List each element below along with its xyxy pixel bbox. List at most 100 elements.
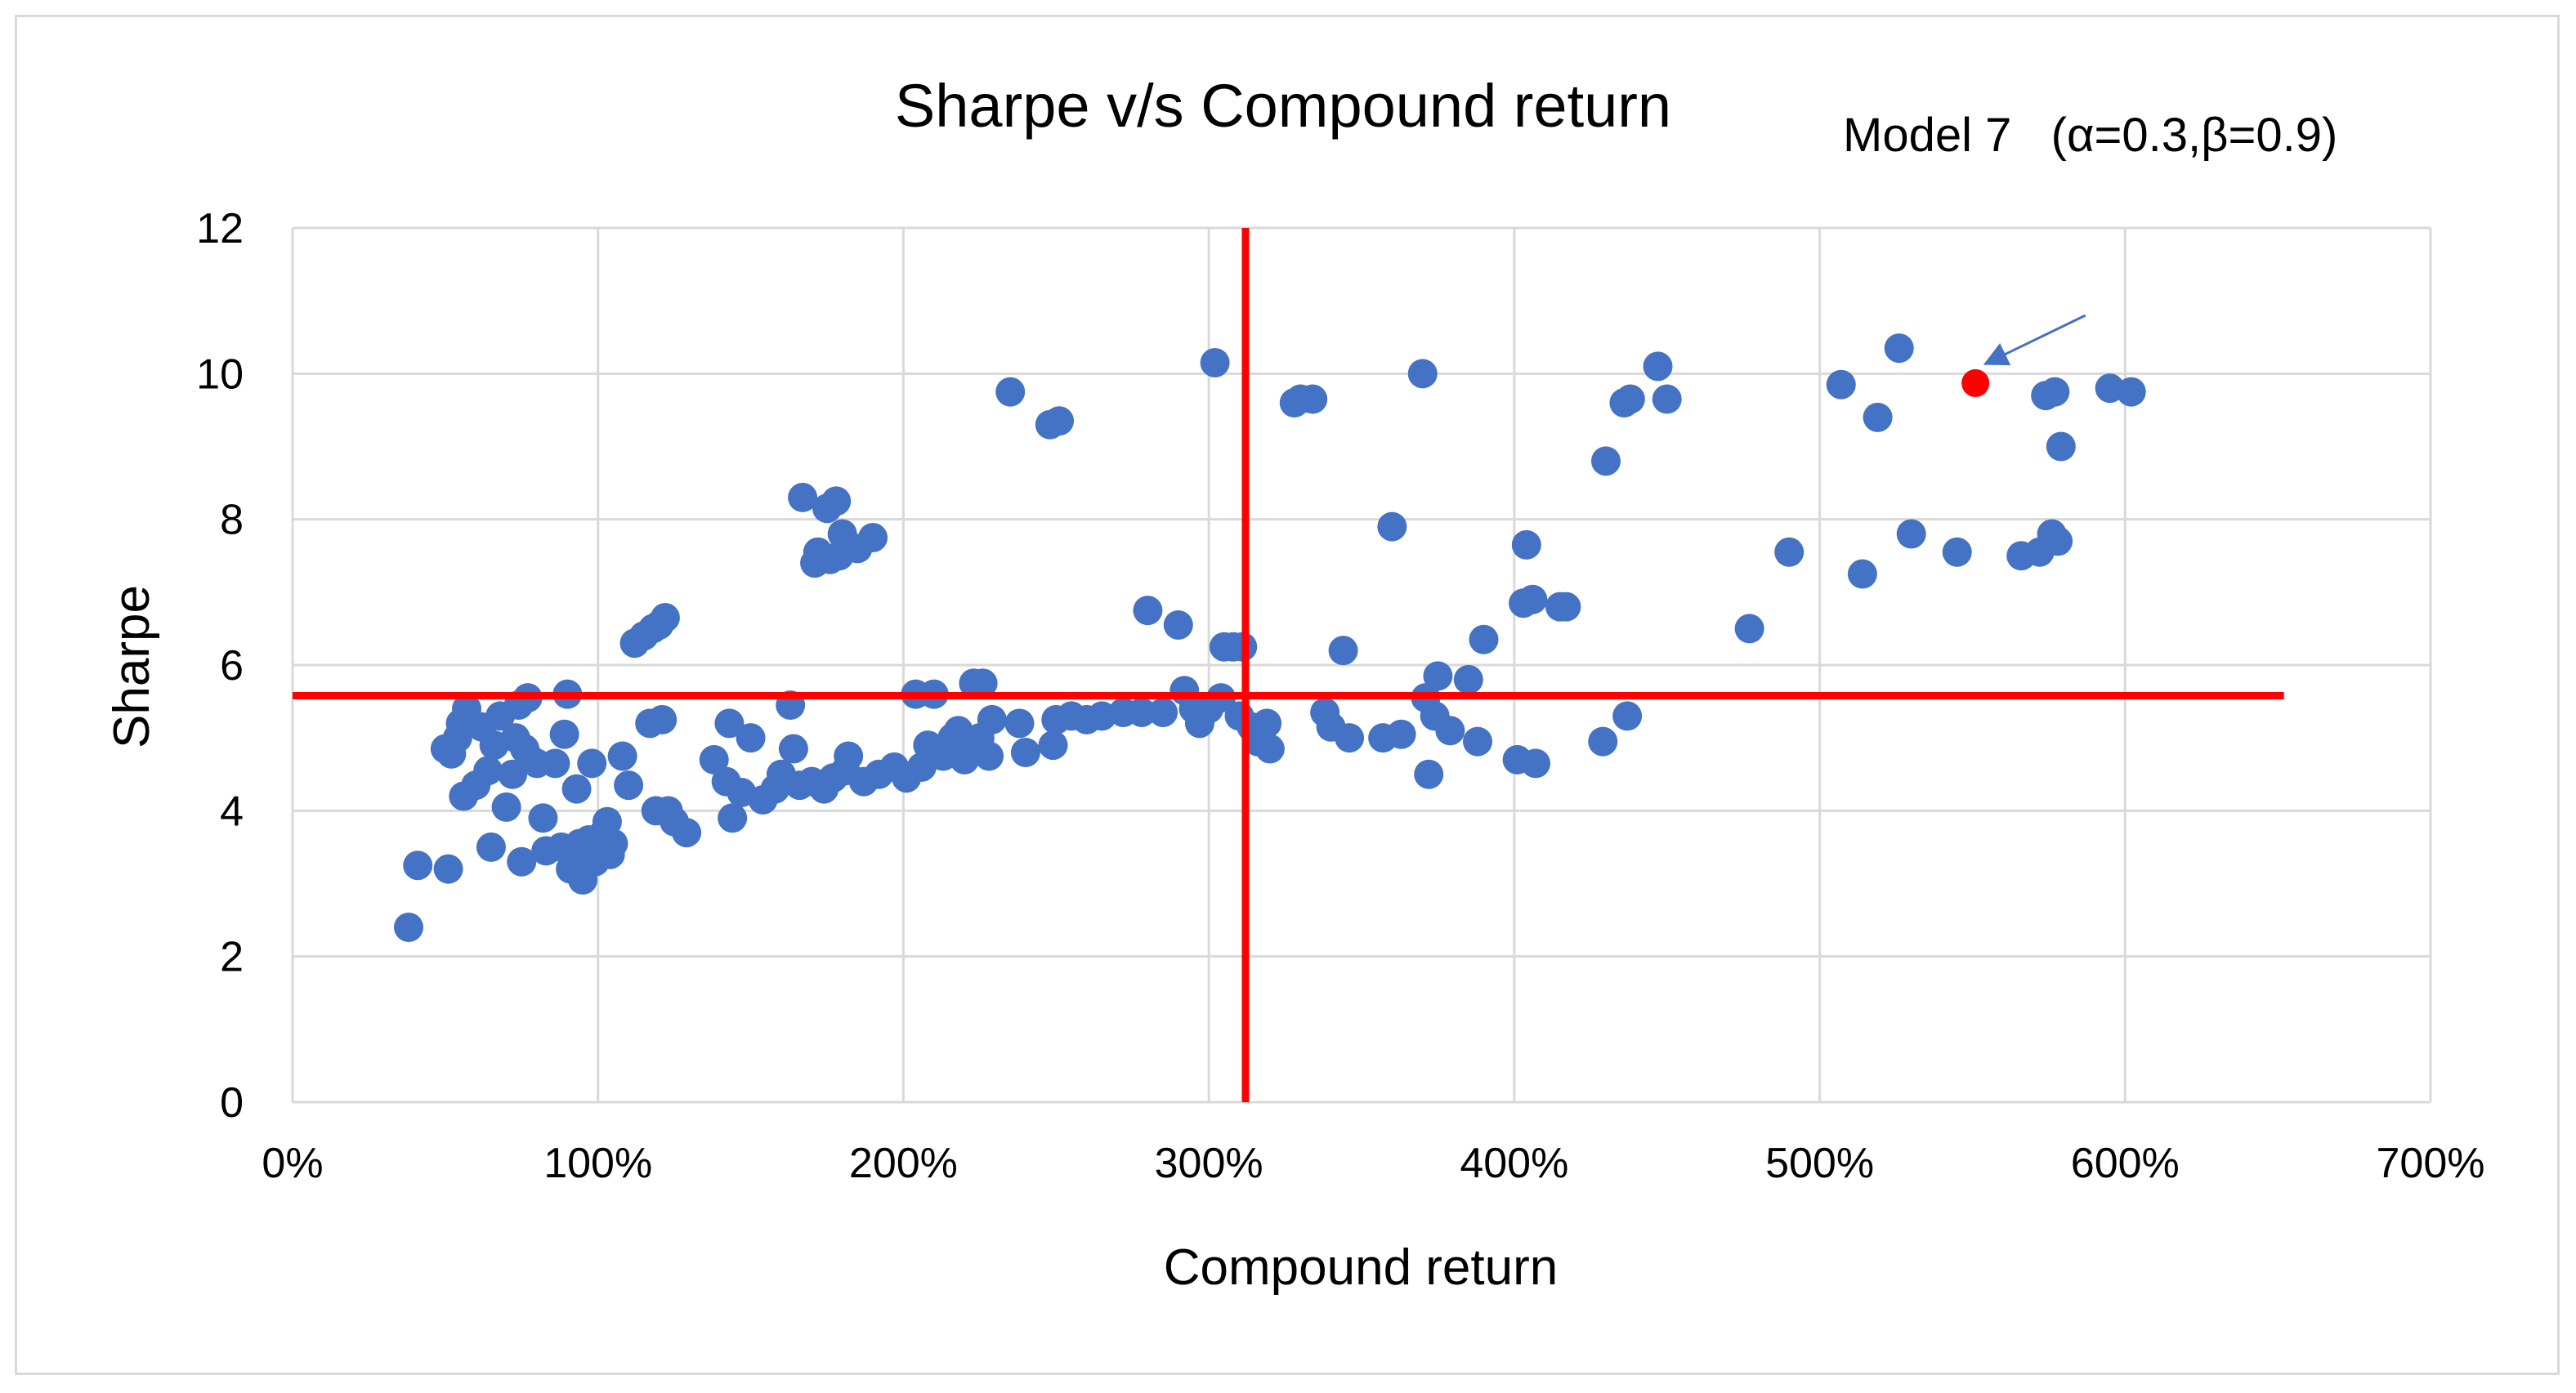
data-point: [1328, 636, 1358, 666]
y-tick-label: 6: [220, 642, 244, 690]
x-axis-label: Compound return: [1164, 1239, 1559, 1296]
data-point: [403, 851, 433, 881]
data-point: [1004, 708, 1035, 739]
x-tick-label: 500%: [1765, 1140, 1874, 1187]
y-tick-label: 4: [220, 788, 244, 835]
data-point: [491, 792, 521, 822]
data-point: [736, 723, 766, 753]
annotation: Model 7 (α=0.3,β=0.9): [1843, 109, 2337, 365]
data-point: [2116, 377, 2146, 407]
y-tick-label: 0: [220, 1079, 244, 1127]
data-point: [1612, 701, 1643, 731]
data-point: [821, 486, 852, 516]
data-point: [650, 603, 680, 633]
y-tick-label: 2: [220, 934, 244, 981]
data-point: [1463, 726, 1493, 757]
data-point: [858, 522, 888, 552]
data-point: [1148, 697, 1178, 727]
data-point: [1588, 726, 1618, 757]
data-point: [1038, 730, 1068, 761]
x-tick-label: 600%: [2071, 1140, 2180, 1187]
data-point: [968, 668, 998, 699]
data-point: [1643, 351, 1673, 382]
data-point: [1453, 664, 1483, 694]
data-point: [778, 734, 808, 764]
data-point: [607, 741, 637, 771]
data-point: [1942, 537, 1972, 567]
data-point: [1044, 406, 1075, 436]
data-point: [561, 774, 592, 804]
data-point: [1590, 446, 1621, 476]
data-point: [598, 828, 628, 859]
data-point: [1435, 716, 1465, 746]
data-point: [433, 854, 463, 884]
data-point: [1298, 384, 1328, 414]
x-tick-label: 300%: [1155, 1140, 1263, 1187]
data-point: [995, 377, 1026, 407]
data-point: [1414, 759, 1444, 789]
data-point: [473, 756, 503, 786]
gridlines: [291, 226, 2432, 1104]
data-point: [714, 708, 745, 739]
data-point: [577, 748, 607, 779]
y-tick-label: 12: [196, 205, 244, 252]
data-point: [974, 741, 1004, 771]
data-point: [1010, 738, 1040, 767]
data-point: [394, 913, 424, 942]
data-point: [1377, 511, 1407, 542]
data-point: [1469, 624, 1499, 654]
data-point: [1511, 529, 1541, 560]
data-point: [1133, 596, 1163, 626]
data-point: [1126, 697, 1156, 727]
x-tick-label: 0%: [262, 1140, 323, 1187]
x-tick-label: 200%: [849, 1140, 958, 1187]
axis-ticks: 0 2 4 6 8 10 12 0% 100% 200% 300% 400% 500% 600% 700%: [196, 205, 2484, 1187]
data-point: [1896, 519, 1926, 549]
data-point: [1615, 384, 1645, 414]
data-point: [1254, 734, 1285, 764]
data-point: [2043, 526, 2073, 556]
data-point: [1734, 614, 1764, 644]
data-points: [394, 333, 2146, 942]
data-point: [1774, 537, 1805, 567]
data-point: [718, 803, 748, 833]
data-point: [614, 770, 644, 801]
data-point: [1826, 369, 1856, 400]
data-point: [977, 704, 1007, 734]
data-point: [507, 846, 537, 877]
data-point: [1407, 359, 1438, 389]
x-tick-label: 700%: [2377, 1140, 2485, 1187]
chart-title: Sharpe v/s Compound return: [895, 72, 1671, 140]
data-point: [672, 818, 702, 848]
data-point: [1884, 333, 1914, 364]
data-point: [528, 803, 558, 833]
data-point: [1863, 402, 1893, 432]
data-point: [647, 704, 678, 734]
data-point: [1335, 723, 1365, 753]
data-point: [1252, 708, 1282, 739]
highlight-point-model-7: [1961, 368, 1990, 397]
data-point: [1518, 584, 1548, 614]
data-point: [1423, 661, 1453, 691]
data-point: [1652, 384, 1682, 414]
y-tick-label: 8: [220, 497, 244, 544]
data-point: [1847, 559, 1877, 589]
data-point: [699, 744, 729, 775]
data-point: [1163, 609, 1193, 640]
y-axis-label: Sharpe: [104, 585, 160, 748]
data-point: [1551, 592, 1581, 622]
data-point: [834, 741, 864, 771]
x-tick-label: 100%: [543, 1140, 652, 1187]
data-point: [540, 748, 570, 779]
data-point: [2046, 431, 2076, 462]
data-point: [2040, 377, 2070, 407]
data-point: [1521, 748, 1551, 779]
data-point: [1386, 719, 1416, 749]
y-tick-label: 10: [196, 350, 244, 398]
reference-lines: [293, 228, 2284, 1102]
annotation-arrow: [1983, 314, 2086, 365]
x-tick-label: 400%: [1460, 1140, 1568, 1187]
annotation-label: Model 7 (α=0.3,β=0.9): [1843, 109, 2337, 162]
data-point: [549, 719, 579, 749]
